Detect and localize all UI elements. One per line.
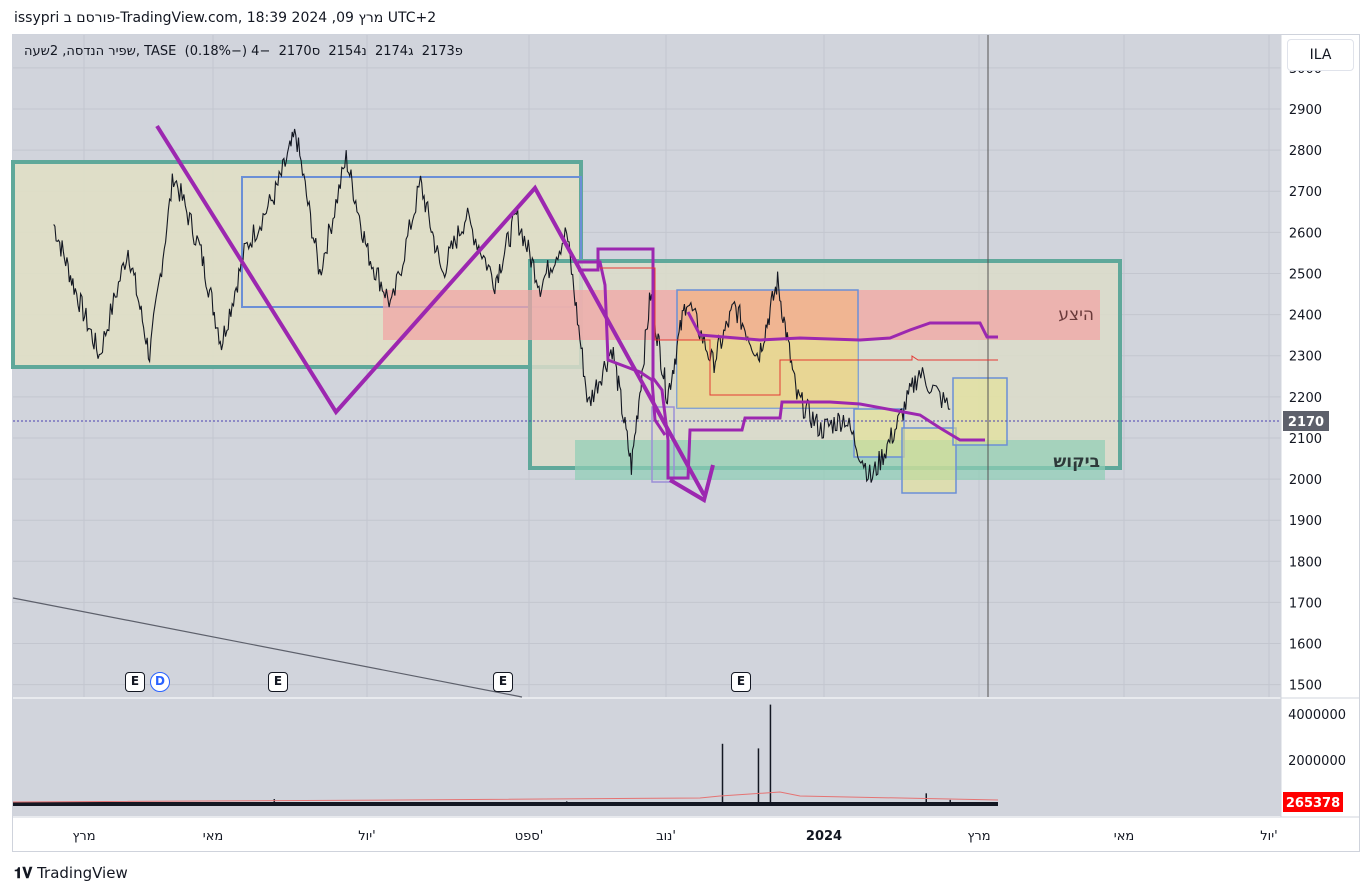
last-volume-label: 265378 [1286, 796, 1340, 811]
price-tick-label: 1600 [1289, 638, 1322, 653]
earnings-marker[interactable]: E [268, 672, 288, 692]
legend-open: פ2173 [421, 44, 463, 59]
time-tick-label: ספט' [515, 829, 544, 844]
legend-symbol: שפיר הנדסה, 2שעה, TASE [24, 44, 177, 59]
time-tick-label: 2024 [806, 829, 842, 844]
earnings-marker[interactable]: E [125, 672, 145, 692]
box-b3 [952, 377, 1008, 446]
vwap-line [578, 247, 985, 480]
time-tick-label: יול' [1260, 829, 1277, 844]
volume-tick-label: 4000000 [1288, 708, 1346, 723]
price-tick-label: 2000 [1289, 473, 1322, 488]
vwap-band [686, 311, 998, 342]
symbol-legend: שפיר הנדסה, 2שעה, TASE פ2173 ג2174 נ2154… [24, 44, 463, 59]
price-tick-label: 1500 [1289, 679, 1322, 694]
yellow-box-1 [677, 340, 858, 408]
volume-tick-label: 2000000 [1288, 754, 1346, 769]
earnings-marker[interactable]: E [493, 672, 513, 692]
earnings-marker[interactable]: E [731, 672, 751, 692]
price-tick-label: 2600 [1289, 226, 1322, 241]
price-tick-label: 2300 [1289, 350, 1322, 365]
price-tick-label: 2400 [1289, 309, 1322, 324]
price-series-line [53, 128, 951, 483]
demand-label: ביקוש [1053, 452, 1100, 472]
price-tick-label: 2900 [1289, 103, 1322, 118]
price-line-group [53, 128, 951, 483]
demand-zone [575, 440, 1105, 480]
tradingview-logo-icon: 𝟏𝐕 [14, 864, 33, 882]
arrow-head [668, 464, 715, 504]
last-price-label: 2170 [1288, 415, 1324, 430]
legend-change: −4 (−0.18%) [184, 44, 271, 59]
legend-close: ס2170 [278, 44, 321, 59]
price-tick-label: 2700 [1289, 185, 1322, 200]
time-tick-label: מרץ [967, 829, 990, 844]
volume-axis: 4000000 2000000 [1288, 708, 1346, 769]
trend-line-gray [12, 597, 523, 698]
zigzag-drawing [155, 124, 706, 496]
legend-high: ג2174 [374, 44, 414, 59]
footer-brand-text: TradingView [37, 864, 128, 882]
price-tick-label: 2800 [1289, 144, 1322, 159]
price-tick-label: 1700 [1289, 596, 1322, 611]
last-price-tag [1283, 411, 1329, 431]
footer-brand: 𝟏𝐕 TradingView [14, 864, 128, 882]
volume-baseline [13, 802, 998, 806]
publish-title: issypri פורסם ב-TradingView.com, 18:39 2… [14, 10, 437, 26]
price-tick-label: 1900 [1289, 514, 1322, 529]
price-tick-label: 2500 [1289, 267, 1322, 282]
currency-button[interactable]: ILA [1287, 39, 1354, 71]
price-axis: 3000290028002700260025002400230022002100… [1289, 62, 1322, 694]
dividend-marker[interactable]: D [150, 672, 170, 692]
time-tick-label: מאי [1114, 829, 1134, 844]
last-volume-tag [1283, 792, 1343, 812]
price-tick-label: 1800 [1289, 555, 1322, 570]
red-step-line [600, 267, 998, 396]
top-bar: issypri פורסם ב-TradingView.com, 18:39 2… [0, 0, 1371, 34]
time-tick-label: מרץ [72, 829, 95, 844]
volume-ma-line [12, 791, 999, 803]
time-axis: מרץ מאי יול' ספט' נוב' 2024 מרץ מאי יול' [72, 829, 1277, 844]
time-tick-label: מאי [203, 829, 223, 844]
legend-low: נ2154 [328, 44, 367, 59]
vwap-upper [578, 260, 667, 436]
box-b1 [853, 408, 905, 458]
price-tick-label: 2200 [1289, 391, 1322, 406]
box-b2 [901, 427, 957, 494]
time-tick-label: נוב' [656, 829, 676, 844]
price-tick-label: 2100 [1289, 432, 1322, 447]
volume-group [12, 704, 999, 806]
supply-label: היצע [1058, 305, 1094, 325]
time-tick-label: יול' [358, 829, 375, 844]
